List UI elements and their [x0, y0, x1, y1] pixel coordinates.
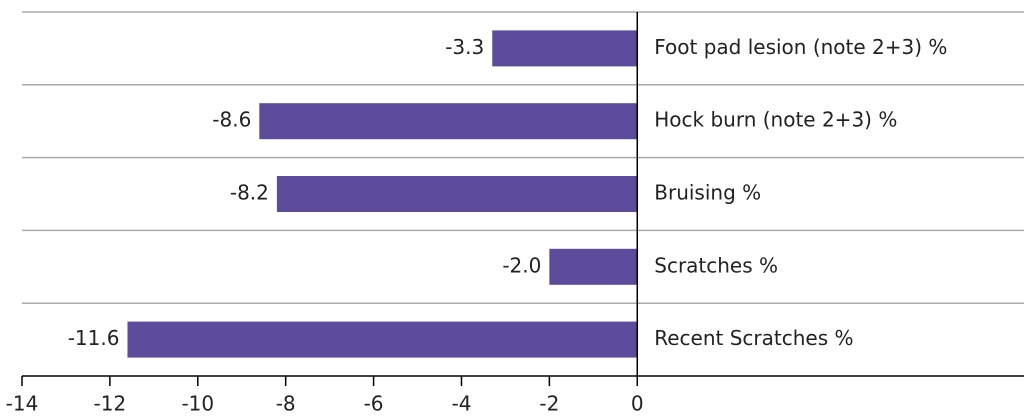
value-label: -8.6	[212, 108, 251, 132]
category-label: Bruising %	[654, 181, 761, 205]
x-tick-label: -8	[276, 392, 296, 416]
x-tick-label: 0	[631, 392, 644, 416]
x-tick-label: -12	[94, 392, 127, 416]
category-label: Foot pad lesion (note 2+3) %	[654, 35, 947, 59]
x-tick-label: -6	[364, 392, 384, 416]
category-label: Recent Scratches %	[654, 326, 853, 350]
x-tick-label: -10	[181, 392, 214, 416]
bar	[259, 103, 638, 140]
value-label: -3.3	[445, 35, 484, 59]
bar	[127, 321, 638, 358]
x-tick-label: -2	[539, 392, 559, 416]
bar	[549, 248, 638, 285]
x-tick-label: -14	[6, 392, 39, 416]
bar	[492, 30, 638, 67]
category-label: Scratches %	[654, 253, 778, 277]
value-label: -11.6	[68, 326, 120, 350]
value-label: -8.2	[230, 181, 269, 205]
category-label: Hock burn (note 2+3) %	[654, 108, 897, 132]
bar	[276, 176, 638, 212]
x-tick-label: -4	[451, 392, 471, 416]
value-label: -2.0	[502, 253, 541, 277]
